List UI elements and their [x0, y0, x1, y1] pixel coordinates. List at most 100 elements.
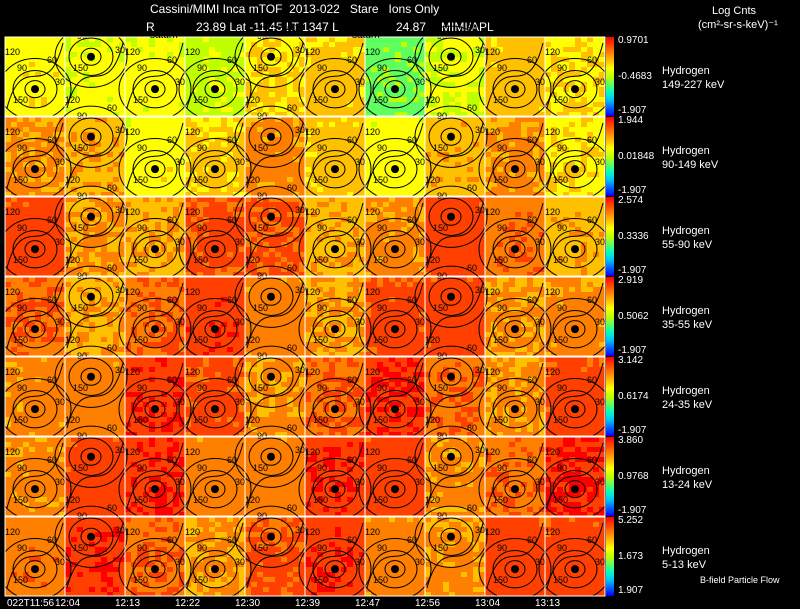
- heat-cell: [599, 157, 605, 162]
- heat-cell: [167, 142, 173, 147]
- heat-cell: [509, 77, 515, 82]
- heat-cell: [161, 177, 167, 182]
- heat-cell: [509, 107, 515, 112]
- heat-cell: [137, 77, 143, 82]
- heat-cell: [251, 257, 257, 262]
- heat-cell: [107, 192, 113, 196]
- heat-cell: [227, 37, 233, 42]
- heat-cell: [89, 207, 95, 212]
- heat-cell: [389, 157, 395, 162]
- heat-cell: [5, 47, 11, 52]
- heat-cell: [371, 212, 377, 217]
- heat-cell: [491, 137, 497, 142]
- heat-cell: [443, 52, 449, 57]
- heat-cell: [407, 212, 413, 217]
- heat-cell: [473, 177, 479, 182]
- heat-cell: [239, 102, 245, 107]
- heat-cell: [155, 212, 161, 217]
- heat-cell: [443, 157, 449, 162]
- heat-cell: [191, 152, 197, 157]
- heat-cell: [455, 92, 461, 97]
- heat-cell: [179, 92, 185, 97]
- heat-cell: [359, 42, 365, 47]
- heat-cell: [323, 87, 329, 92]
- heat-cell: [323, 207, 329, 212]
- heat-cell: [527, 97, 533, 102]
- heat-cell: [35, 197, 41, 202]
- heat-cell: [209, 137, 215, 142]
- heat-cell: [575, 127, 581, 132]
- heat-cell: [17, 172, 23, 177]
- heat-cell: [251, 237, 257, 242]
- heat-cell: [269, 257, 275, 262]
- heat-cell: [155, 217, 161, 222]
- heat-cell: [323, 102, 329, 107]
- heat-cell: [359, 217, 365, 222]
- heat-cell: [371, 262, 377, 267]
- heat-cell: [491, 147, 497, 152]
- heat-cell: [59, 57, 65, 62]
- heat-cell: [365, 37, 371, 42]
- heat-cell: [101, 177, 107, 182]
- heat-cell: [143, 117, 149, 122]
- heat-cell: [455, 267, 461, 272]
- heat-cell: [587, 177, 593, 182]
- heat-cell: [89, 147, 95, 152]
- heat-cell: [509, 182, 515, 187]
- heat-cell: [323, 232, 329, 237]
- heat-cell: [305, 192, 311, 196]
- heat-cell: [125, 57, 131, 62]
- heat-cell: [371, 97, 377, 102]
- heat-cell: [497, 197, 503, 202]
- heat-cell: [59, 97, 65, 102]
- heat-cell: [587, 237, 593, 242]
- heat-cell: [47, 197, 53, 202]
- heat-cell: [407, 217, 413, 222]
- heat-cell: [317, 187, 323, 192]
- heat-cell: [425, 267, 431, 272]
- heat-cell: [329, 92, 335, 97]
- heat-cell: [353, 202, 359, 207]
- heat-cell: [461, 182, 467, 187]
- heat-cell: [485, 62, 491, 67]
- heat-cell: [11, 52, 17, 57]
- heat-cell: [287, 227, 293, 232]
- heat-cell: [275, 47, 281, 52]
- heat-cell: [59, 87, 65, 92]
- heat-cell: [191, 137, 197, 142]
- heat-cell: [185, 137, 191, 142]
- heat-cell: [167, 132, 173, 137]
- heat-cell: [473, 172, 479, 177]
- heat-cell: [293, 77, 299, 82]
- heat-cell: [269, 167, 275, 172]
- heat-cell: [305, 137, 311, 142]
- heat-cell: [161, 132, 167, 137]
- heat-cell: [293, 217, 299, 222]
- heat-cell: [101, 47, 107, 52]
- heat-cell: [65, 132, 71, 137]
- heat-cell: [59, 257, 65, 262]
- heat-cell: [233, 257, 239, 262]
- heat-cell: [497, 232, 503, 237]
- heat-cell: [305, 237, 311, 242]
- heat-cell: [371, 267, 377, 272]
- heat-cell: [455, 197, 461, 202]
- heat-cell: [365, 232, 371, 237]
- heat-cell: [299, 102, 305, 107]
- heat-cell: [419, 92, 425, 97]
- heat-cell: [545, 97, 551, 102]
- heat-cell: [413, 232, 419, 237]
- heat-cell: [389, 232, 395, 237]
- heat-cell: [581, 102, 587, 107]
- heat-cell: [107, 247, 113, 252]
- planet-marker: [331, 85, 339, 94]
- planet-marker: [571, 85, 579, 94]
- heat-cell: [155, 67, 161, 72]
- heat-cell: [197, 242, 203, 247]
- heat-cell: [407, 87, 413, 92]
- heat-cell: [317, 162, 323, 167]
- heat-cell: [347, 117, 353, 122]
- heat-cell: [503, 267, 509, 272]
- heat-cell: [275, 82, 281, 87]
- heat-cell: [227, 232, 233, 237]
